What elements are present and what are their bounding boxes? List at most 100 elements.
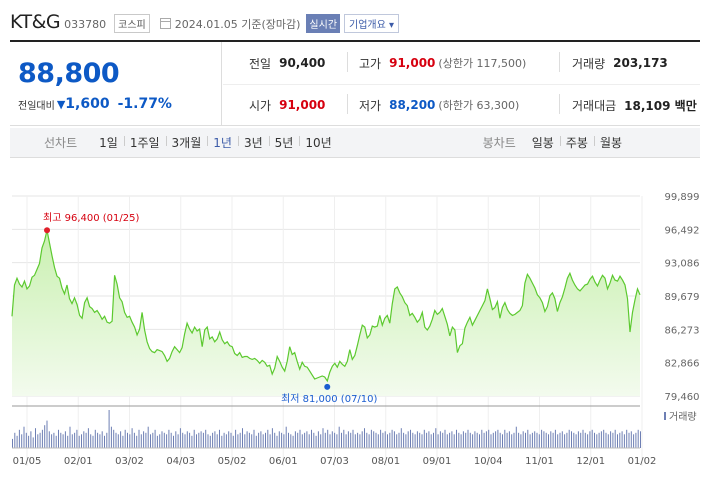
candle-daily[interactable]: 일봉 bbox=[531, 136, 554, 150]
volume-bar bbox=[48, 431, 50, 448]
volume-bar bbox=[637, 429, 639, 448]
y-tick-label: 79,460 bbox=[665, 392, 700, 403]
volume-bar bbox=[403, 432, 405, 448]
x-tick-label: 07/03 bbox=[320, 456, 349, 467]
x-tick-label: 11/01 bbox=[525, 456, 554, 467]
market-badge: 코스피 bbox=[114, 14, 150, 33]
period-5y[interactable]: 5년 bbox=[268, 134, 300, 151]
volume-bar bbox=[221, 435, 223, 448]
x-tick-label: 01/02 bbox=[628, 456, 657, 467]
volume-bar bbox=[14, 432, 16, 448]
volume-legend-swatch bbox=[664, 412, 666, 420]
x-tick-label: 04/03 bbox=[166, 456, 195, 467]
volume-bar bbox=[479, 434, 480, 448]
volume-bar bbox=[391, 429, 393, 448]
volume-bar bbox=[87, 428, 89, 448]
period-1w[interactable]: 1주일 bbox=[123, 134, 166, 151]
volume-bar bbox=[129, 434, 131, 448]
volume-bar bbox=[375, 432, 377, 448]
price-line bbox=[11, 230, 641, 383]
volume-bar bbox=[359, 434, 361, 448]
volume-bar bbox=[525, 432, 526, 448]
volume-bar bbox=[85, 432, 87, 448]
candle-chart-label: 봉차트 bbox=[482, 136, 516, 150]
volume-bar bbox=[196, 434, 197, 448]
volume-bar bbox=[94, 429, 96, 448]
volume-bar bbox=[474, 431, 476, 448]
volume-bar bbox=[635, 432, 637, 448]
volume-bar bbox=[62, 434, 64, 448]
volume-bar bbox=[244, 434, 246, 448]
volume-bar bbox=[334, 432, 336, 448]
change-value: 1,600 bbox=[65, 96, 110, 112]
volume-bar bbox=[571, 431, 572, 448]
price-chart[interactable]: 99,899 96,492 93,086 89,679 86,273 82,866 79,4… bbox=[0, 160, 710, 486]
volume-bar bbox=[106, 432, 108, 448]
candle-monthly[interactable]: 월봉 bbox=[593, 134, 628, 151]
volume-bar bbox=[458, 432, 460, 448]
volume-bar bbox=[260, 431, 262, 448]
period-10y[interactable]: 10년 bbox=[299, 134, 337, 151]
volume-bar bbox=[267, 429, 269, 448]
y-tick-label: 86,273 bbox=[665, 325, 700, 336]
volume-bar bbox=[216, 434, 218, 448]
volume-bar bbox=[23, 426, 25, 448]
volume-bar bbox=[566, 432, 568, 448]
volume-bar bbox=[584, 432, 586, 448]
chart-period-bar: 선차트 1일 1주일 3개월 1년 3년 5년 10년 봉차트 일봉 주봉 월봉 bbox=[10, 128, 700, 158]
volume-bar bbox=[64, 431, 66, 448]
company-name[interactable]: KT&G bbox=[10, 11, 61, 33]
low-label: 저가 bbox=[359, 98, 382, 113]
volume-bar bbox=[35, 428, 36, 448]
period-1d[interactable]: 1일 bbox=[99, 136, 118, 150]
volume-bar bbox=[69, 426, 71, 448]
low-annotation: 최저 81,000 (07/10) bbox=[281, 393, 377, 405]
x-tick-label: 06/01 bbox=[269, 456, 298, 467]
volume-bar bbox=[444, 429, 446, 448]
volume-bar bbox=[485, 431, 487, 448]
volume-bar bbox=[366, 432, 368, 448]
price-box: 88,800 전일대비 ▼ 1,600 -1.77% bbox=[10, 42, 222, 126]
volume-bar bbox=[81, 434, 82, 448]
low-marker bbox=[324, 383, 331, 390]
period-3y[interactable]: 3년 bbox=[237, 134, 269, 151]
volume-bar bbox=[104, 435, 105, 448]
period-1y[interactable]: 1년 bbox=[207, 134, 238, 151]
volume-bar bbox=[462, 431, 464, 448]
volume-bar bbox=[414, 434, 416, 448]
volume-bar bbox=[483, 432, 485, 448]
realtime-button[interactable]: 실시간 bbox=[306, 14, 341, 33]
volume-bar bbox=[262, 434, 264, 448]
y-tick-label: 89,679 bbox=[665, 292, 700, 303]
volume-bar bbox=[518, 432, 520, 448]
prev-close-value: 90,400 bbox=[279, 56, 326, 70]
volume-bar bbox=[152, 432, 154, 448]
volume-bar bbox=[161, 431, 163, 448]
volume-bar bbox=[338, 426, 340, 448]
volume-bar bbox=[242, 428, 243, 448]
calendar-icon bbox=[159, 18, 171, 29]
volume-bar bbox=[108, 410, 110, 448]
open-value: 91,000 bbox=[279, 98, 326, 112]
volume-bar bbox=[150, 434, 151, 448]
volume-bar bbox=[407, 431, 409, 448]
volume-bar bbox=[55, 435, 57, 448]
volume-bar bbox=[506, 432, 508, 448]
volume-bar bbox=[122, 435, 124, 448]
period-3m[interactable]: 3개월 bbox=[165, 134, 208, 151]
company-info-button[interactable]: 기업개요 ▾ bbox=[344, 14, 400, 33]
volume-bar bbox=[74, 432, 76, 448]
volume-bar bbox=[253, 429, 255, 448]
volume-bar bbox=[163, 432, 165, 448]
volume-bar bbox=[313, 432, 315, 448]
volume-bar bbox=[308, 434, 310, 448]
high-marker bbox=[44, 227, 51, 234]
upper-limit: (상한가 117,500) bbox=[438, 57, 527, 70]
volume-bar bbox=[115, 432, 117, 448]
y-tick-label: 93,086 bbox=[665, 259, 700, 270]
volume-bar bbox=[449, 432, 451, 448]
volume-bar bbox=[154, 429, 156, 448]
volume-bar bbox=[594, 432, 595, 448]
volume-bar bbox=[170, 432, 172, 448]
candle-weekly[interactable]: 주봉 bbox=[559, 134, 594, 151]
